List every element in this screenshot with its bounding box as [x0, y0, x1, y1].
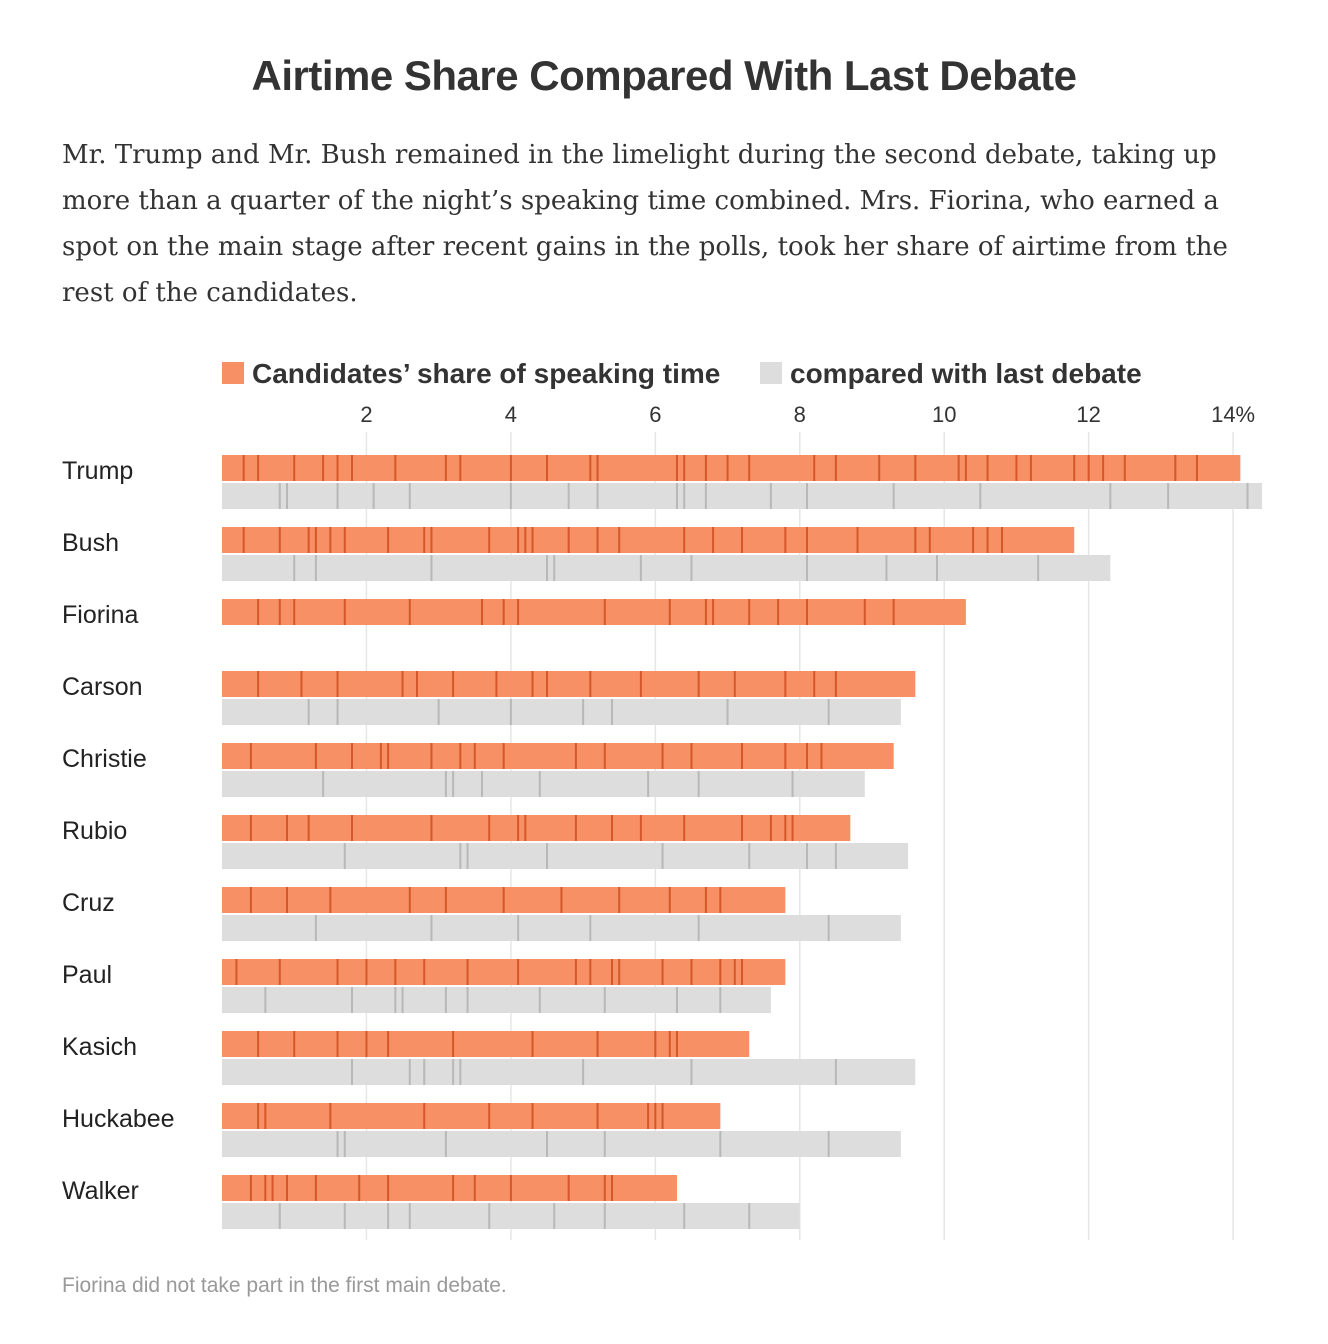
bar-previous — [222, 483, 1262, 509]
candidate-row-paul: Paul — [62, 959, 786, 1013]
candidate-row-carson: Carson — [62, 671, 916, 725]
candidate-rows: Trump Bush Fiorina Carson Christie Rubio Cruz P… — [62, 455, 1262, 1229]
candidate-row-rubio: Rubio — [62, 815, 909, 869]
candidate-row-walker: Walker — [62, 1175, 800, 1229]
bar-previous — [222, 1203, 800, 1229]
bar-current — [222, 527, 1075, 553]
x-axis-ticks: 2 4 6 8 10 12 14% — [360, 402, 1255, 427]
bar-previous — [222, 843, 909, 869]
candidate-label: Paul — [62, 961, 112, 989]
candidate-row-huckabee: Huckabee — [62, 1103, 901, 1157]
legend-current-swatch — [222, 362, 244, 384]
bar-previous — [222, 1131, 901, 1157]
legend-current-label: Candidates’ share of speaking time — [252, 358, 720, 389]
bar-current — [222, 959, 786, 985]
bar-current — [222, 455, 1241, 481]
x-tick-label: 2 — [360, 402, 372, 427]
bar-current — [222, 815, 851, 841]
bar-current — [222, 1031, 750, 1057]
x-tick-label: 12 — [1076, 402, 1100, 427]
legend-previous-swatch — [760, 362, 782, 384]
chart-title: Airtime Share Compared With Last Debate — [251, 52, 1077, 99]
candidate-label: Christie — [62, 745, 147, 773]
candidate-label: Kasich — [62, 1033, 137, 1061]
candidate-row-cruz: Cruz — [62, 887, 901, 941]
candidate-row-christie: Christie — [62, 743, 894, 797]
bar-current — [222, 1175, 677, 1201]
footnote: Fiorina did not take part in the first m… — [62, 1274, 507, 1297]
candidate-label: Trump — [62, 457, 133, 485]
candidate-row-fiorina: Fiorina — [62, 599, 966, 629]
x-tick-label: 4 — [505, 402, 517, 427]
candidate-label: Walker — [62, 1177, 139, 1205]
bar-previous — [222, 915, 901, 941]
x-tick-label: 14% — [1211, 402, 1255, 427]
x-tick-label: 6 — [649, 402, 661, 427]
candidate-row-kasich: Kasich — [62, 1031, 916, 1085]
bar-current — [222, 743, 894, 769]
candidate-label: Huckabee — [62, 1105, 175, 1133]
bar-previous — [222, 987, 771, 1013]
candidate-label: Carson — [62, 673, 143, 701]
x-tick-label: 8 — [794, 402, 806, 427]
candidate-label: Rubio — [62, 817, 127, 845]
bar-previous — [222, 771, 865, 797]
chart-subtitle: Mr. Trump and Mr. Bush remained in the l… — [62, 140, 1228, 308]
candidate-row-trump: Trump — [62, 455, 1262, 509]
legend-previous-label: compared with last debate — [790, 358, 1142, 389]
bar-previous — [222, 699, 901, 725]
candidate-label: Bush — [62, 529, 119, 557]
bar-previous — [222, 555, 1111, 581]
x-tick-label: 10 — [932, 402, 956, 427]
legend: Candidates’ share of speaking time compa… — [222, 358, 1142, 389]
bar-current — [222, 671, 916, 697]
candidate-label: Fiorina — [62, 601, 139, 629]
candidate-label: Cruz — [62, 889, 115, 917]
bar-previous — [222, 1059, 916, 1085]
bar-current — [222, 599, 966, 625]
bar-current — [222, 1103, 721, 1129]
candidate-row-bush: Bush — [62, 527, 1111, 581]
airtime-bar-chart: Candidates’ share of speaking time compa… — [62, 358, 1262, 1240]
